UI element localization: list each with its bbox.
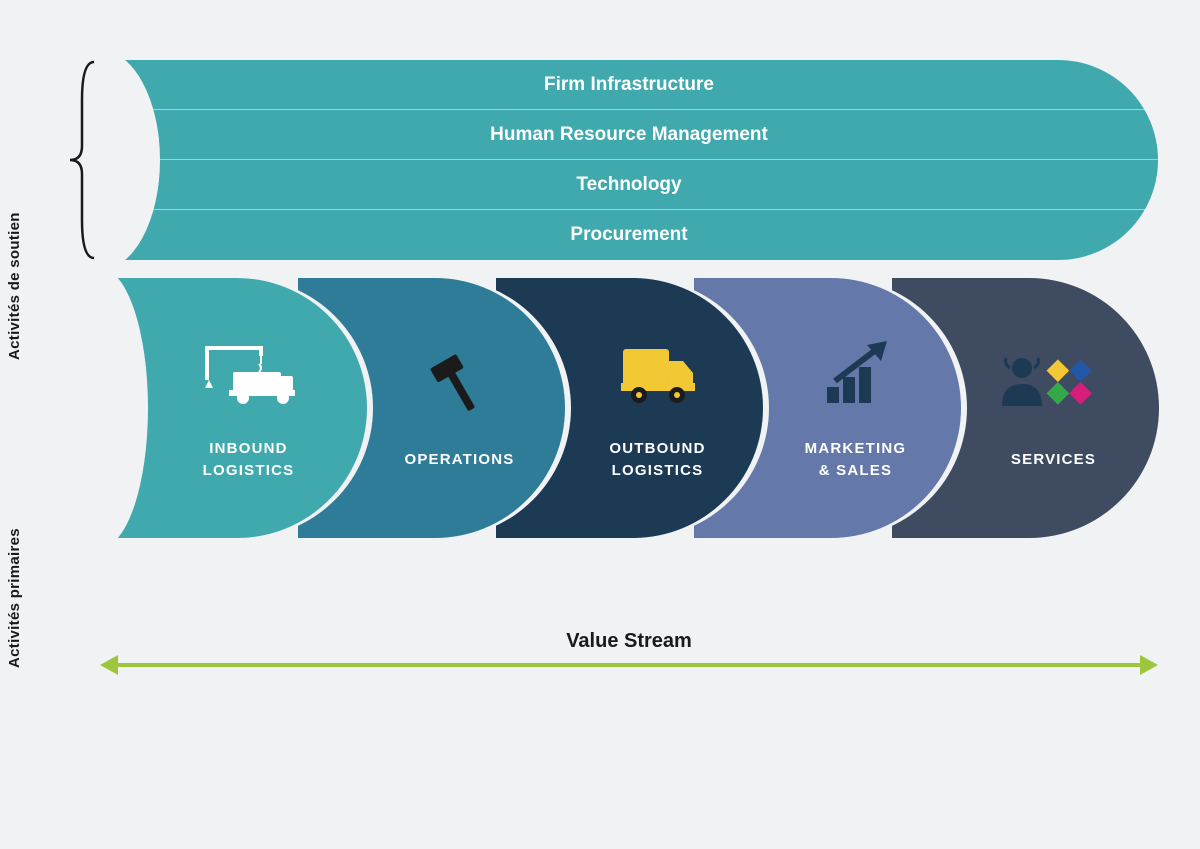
value-chain-diagram: Activités de soutien Firm Infrastructure… — [50, 60, 1160, 538]
value-stream-label: Value Stream — [100, 630, 1158, 653]
primary-card-label: INBOUNDLOGISTICS — [203, 438, 295, 483]
support-row: Technology — [100, 160, 1158, 210]
agent-shapes-icon — [994, 345, 1114, 425]
primary-card-label: OPERATIONS — [404, 449, 514, 472]
support-side-label: Activités de soutien — [6, 160, 23, 360]
support-row: Procurement — [100, 210, 1158, 260]
value-stream-arrow — [100, 663, 1158, 667]
primary-card-label: MARKETING& SALES — [805, 438, 907, 483]
chart-arrow-icon — [817, 334, 895, 414]
primary-left-notch — [52, 268, 148, 548]
value-stream-section: Value Stream — [100, 630, 1158, 667]
support-activities-block: Firm InfrastructureHuman Resource Manage… — [100, 60, 1158, 260]
primary-activities-block: SERVICES MARKETING& SALES OUTBOUNDLOGIST… — [100, 278, 1158, 538]
support-row: Firm Infrastructure — [100, 60, 1158, 110]
hammer-icon — [430, 345, 490, 425]
primary-card-label: SERVICES — [1011, 449, 1096, 472]
truck-icon — [619, 334, 697, 414]
primary-side-label: Activités primaires — [6, 408, 23, 668]
primary-card-label: OUTBOUNDLOGISTICS — [609, 438, 705, 483]
crane-truck-icon — [199, 334, 299, 414]
support-brace — [68, 60, 98, 260]
support-row: Human Resource Management — [100, 110, 1158, 160]
